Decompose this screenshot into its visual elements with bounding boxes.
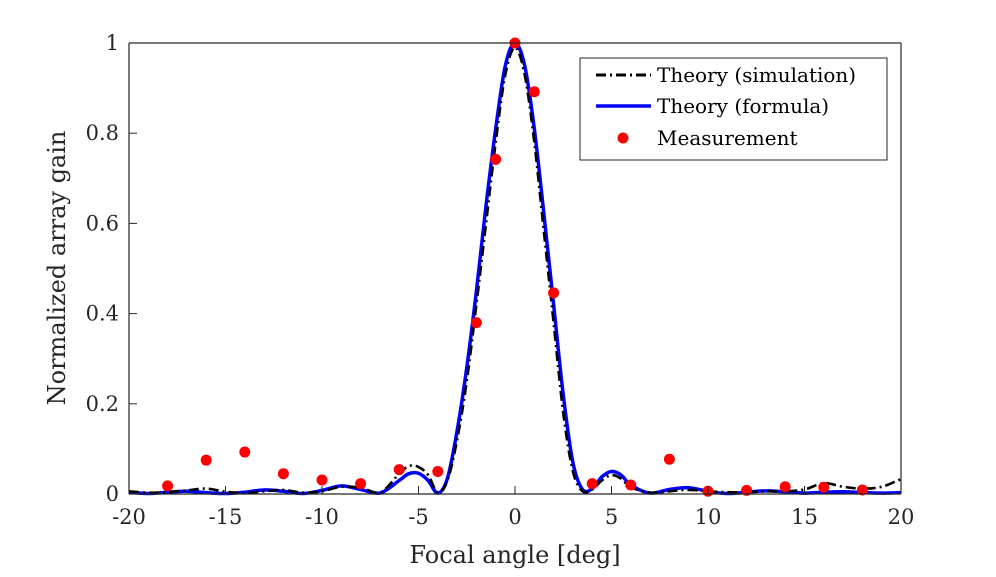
measurement-point <box>856 484 868 496</box>
measurement-point <box>200 454 212 466</box>
measurement-point <box>586 478 598 490</box>
measurement-point <box>355 478 367 490</box>
series-line-simulation <box>128 46 902 495</box>
x-tick-label: -20 <box>112 505 146 529</box>
ticks-layer: -20 -15 -10 -5 0 5 10 15 20 0 0.2 0.4 0.6 0.8 1 <box>86 31 915 529</box>
x-tick-label: 15 <box>791 505 818 529</box>
measurement-point <box>625 479 637 491</box>
x-tick-label: 5 <box>605 505 618 529</box>
x-tick-label: 10 <box>695 505 722 529</box>
x-tick-label: -10 <box>305 505 339 529</box>
measurement-point <box>470 317 482 329</box>
y-tick-label: 0.8 <box>86 121 119 145</box>
measurement-point <box>277 468 289 480</box>
measurement-point <box>548 287 560 299</box>
legend: Theory (simulation) Theory (formula) Mea… <box>579 57 888 161</box>
legend-marker-measurement <box>617 132 629 144</box>
y-tick-label: 0 <box>106 482 119 506</box>
legend-label-formula: Theory (formula) <box>657 94 829 118</box>
measurement-point <box>779 481 791 493</box>
measurement-point <box>818 481 830 493</box>
measurement-point <box>432 465 444 477</box>
measurement-point <box>239 446 251 458</box>
y-tick-label: 0.6 <box>86 211 119 235</box>
measurement-point <box>741 484 753 496</box>
x-tick-label: 0 <box>508 505 521 529</box>
measurement-point <box>490 153 502 165</box>
y-tick-label: 0.4 <box>86 302 119 326</box>
legend-label-simulation: Theory (simulation) <box>657 63 856 87</box>
y-tick-label: 0.2 <box>86 392 119 416</box>
x-tick-label: 20 <box>888 505 915 529</box>
legend-label-measurement: Measurement <box>657 126 798 150</box>
x-tick-label: -15 <box>209 505 243 529</box>
measurement-point <box>663 453 675 465</box>
x-tick-label: -5 <box>408 505 428 529</box>
measurement-point <box>393 464 405 476</box>
y-axis-label: Normalized array gain <box>43 131 71 406</box>
measurement-point <box>316 474 328 486</box>
y-tick-label: 1 <box>106 31 119 55</box>
measurement-point <box>162 480 174 492</box>
measurement-point <box>528 86 540 98</box>
x-axis-label: Focal angle [deg] <box>409 541 620 569</box>
